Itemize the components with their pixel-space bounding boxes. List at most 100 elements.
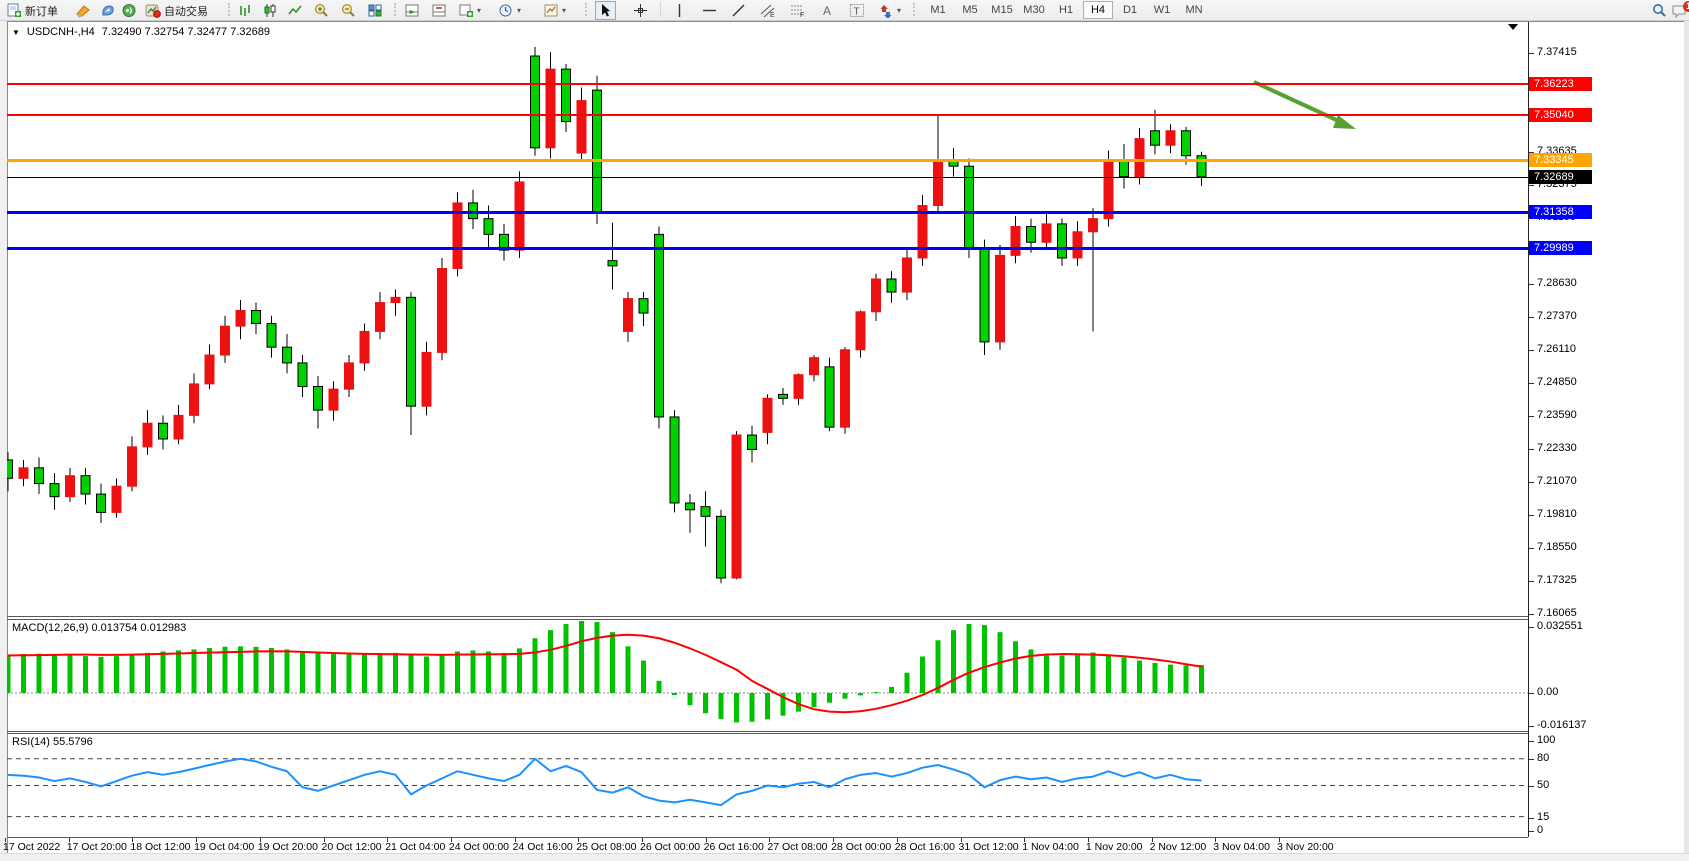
trend-arrow-annotation[interactable]: [1253, 80, 1344, 125]
rsi-tick-label: 0: [1537, 824, 1544, 836]
time-tick-mark: [5, 838, 6, 842]
macd-tick-mark: [1529, 627, 1534, 628]
template-icon: [544, 4, 558, 17]
price-tick-mark: [1529, 482, 1534, 483]
timeframe-button-m15[interactable]: M15: [991, 4, 1013, 16]
fibonacci-icon: F: [791, 5, 804, 18]
templates-button[interactable]: ▾: [540, 1, 569, 20]
timeframe-button-mn[interactable]: MN: [1185, 4, 1203, 16]
price-tick-label: 7.19810: [1537, 508, 1577, 520]
autotrade-button[interactable]: 自动交易: [142, 1, 211, 20]
indicator-window-button[interactable]: [401, 1, 423, 20]
broadcast-button[interactable]: [118, 1, 140, 20]
rsi-tick-mark: [1529, 818, 1534, 819]
macd-label: MACD(12,26,9) 0.013754 0.012983: [12, 622, 187, 634]
time-tick-mark: [450, 838, 452, 842]
price-tick-label: 7.24850: [1537, 376, 1577, 388]
price-tick-mark: [1529, 152, 1534, 153]
chart-shift-marker[interactable]: [1508, 24, 1518, 30]
timeframe-button-h1[interactable]: H1: [1058, 4, 1074, 16]
tile-windows-button[interactable]: [364, 1, 386, 20]
cursor-tool-button[interactable]: [595, 1, 616, 20]
zoom-in-button[interactable]: [310, 1, 332, 20]
macd-panel[interactable]: [7, 620, 1528, 730]
rsi-tick-label: 15: [1537, 811, 1550, 823]
time-tick-mark: [705, 838, 707, 842]
time-tick-label: 17 Oct 20:00: [66, 841, 127, 853]
main-price-chart[interactable]: [7, 22, 1528, 616]
search-button[interactable]: [1648, 1, 1670, 20]
timeframe-button-h4[interactable]: H4: [1083, 1, 1113, 19]
timeframe-button-m5[interactable]: M5: [962, 4, 978, 16]
time-tick-label: 28 Oct 00:00: [831, 841, 892, 853]
fibonacci-tool-button[interactable]: F: [787, 1, 809, 20]
svg-text:T: T: [854, 7, 860, 18]
price-tick-label: 7.16065: [1537, 607, 1577, 619]
hline-object-7.33345[interactable]: [7, 159, 1528, 162]
candlestick-chart-button[interactable]: [259, 1, 281, 20]
price-tick-mark: [1529, 614, 1534, 615]
timeframe-button-m30[interactable]: M30: [1023, 4, 1045, 16]
time-tick-mark: [196, 838, 198, 842]
time-tick-mark: [132, 838, 134, 842]
price-tick-mark: [1529, 548, 1534, 549]
arrows-tool-button[interactable]: ▾: [875, 1, 904, 20]
hline-object-7.29989[interactable]: [7, 247, 1528, 250]
time-tick-label: 26 Oct 00:00: [640, 841, 701, 853]
price-tick-mark: [1529, 383, 1534, 384]
timeframe-button-m1[interactable]: M1: [930, 4, 946, 16]
new-chart-button[interactable]: ▾: [455, 1, 484, 20]
price-tick-label: 7.21070: [1537, 475, 1577, 487]
zoom-out-button[interactable]: [337, 1, 359, 20]
bar-chart-button[interactable]: [234, 1, 256, 20]
highlighter-icon: [75, 5, 90, 18]
text-icon: A: [823, 4, 831, 18]
horizontal-line-tool-button[interactable]: [699, 1, 720, 20]
label-tool-button[interactable]: T: [846, 1, 868, 20]
timeframe-button-d1[interactable]: D1: [1122, 4, 1138, 16]
chart-title: ▼ USDCNH-,H4 7.32490 7.32754 7.32477 7.3…: [12, 26, 270, 38]
new-order-button[interactable]: 新订单: [3, 1, 61, 20]
price-tick-mark: [1529, 449, 1534, 450]
hline-object-7.35040[interactable]: [7, 114, 1528, 116]
time-tick-mark: [259, 838, 261, 842]
panel-separator[interactable]: [7, 733, 1528, 734]
periods-button[interactable]: ▾: [495, 1, 524, 20]
trendline-tool-button[interactable]: [728, 1, 749, 20]
toolbar-separator: [660, 2, 661, 17]
panel-separator[interactable]: [7, 619, 1528, 620]
channel-tool-button[interactable]: E: [757, 1, 779, 20]
panel-separator[interactable]: [7, 731, 1528, 732]
time-tick-mark: [1024, 838, 1026, 842]
chevron-down-icon: ▾: [897, 6, 902, 15]
rsi-tick-mark: [1529, 759, 1534, 760]
toolbar-grip: [585, 3, 589, 16]
time-tick-label: 19 Oct 04:00: [194, 841, 255, 853]
publisher-button[interactable]: [97, 1, 119, 20]
svg-text:E: E: [770, 12, 775, 18]
indicator-list-button[interactable]: [428, 1, 450, 20]
time-tick-label: 18 Oct 12:00: [130, 841, 191, 853]
hline-price-label: 7.31358: [1529, 205, 1592, 219]
timeframe-button-w1[interactable]: W1: [1153, 4, 1171, 16]
candlestick-chart-icon: [264, 4, 276, 17]
hline-price-label: 7.33345: [1529, 153, 1592, 167]
chevron-down-icon: ▾: [517, 6, 522, 15]
symbol-period-label: USDCNH-,H4: [26, 26, 95, 38]
hline-object-7.31358[interactable]: [7, 211, 1528, 214]
search-icon: [1653, 4, 1666, 17]
hline-object-7.36223[interactable]: [7, 83, 1528, 85]
chat-button[interactable]: 1: [1668, 1, 1689, 20]
line-chart-button[interactable]: [284, 1, 306, 20]
price-tick-mark: [1529, 581, 1534, 582]
time-tick-label: 1 Nov 04:00: [1022, 841, 1079, 853]
chevron-down-icon[interactable]: ▼: [12, 27, 20, 37]
rsi-panel[interactable]: [7, 734, 1528, 837]
clock-icon: [499, 4, 512, 17]
vertical-line-tool-button[interactable]: [669, 1, 690, 20]
text-tool-button[interactable]: A: [817, 1, 838, 20]
highlighter-button[interactable]: [72, 1, 94, 20]
crosshair-tool-button[interactable]: [630, 1, 651, 20]
status-bar: [0, 853, 1689, 861]
panel-separator[interactable]: [7, 616, 1528, 617]
